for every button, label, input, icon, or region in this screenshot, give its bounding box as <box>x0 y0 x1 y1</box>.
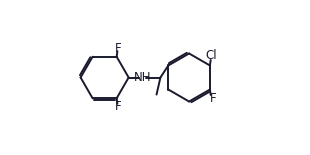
Text: NH: NH <box>134 71 151 84</box>
Text: F: F <box>210 92 217 105</box>
Text: F: F <box>115 42 122 55</box>
Text: F: F <box>115 100 122 113</box>
Text: Cl: Cl <box>206 49 217 62</box>
